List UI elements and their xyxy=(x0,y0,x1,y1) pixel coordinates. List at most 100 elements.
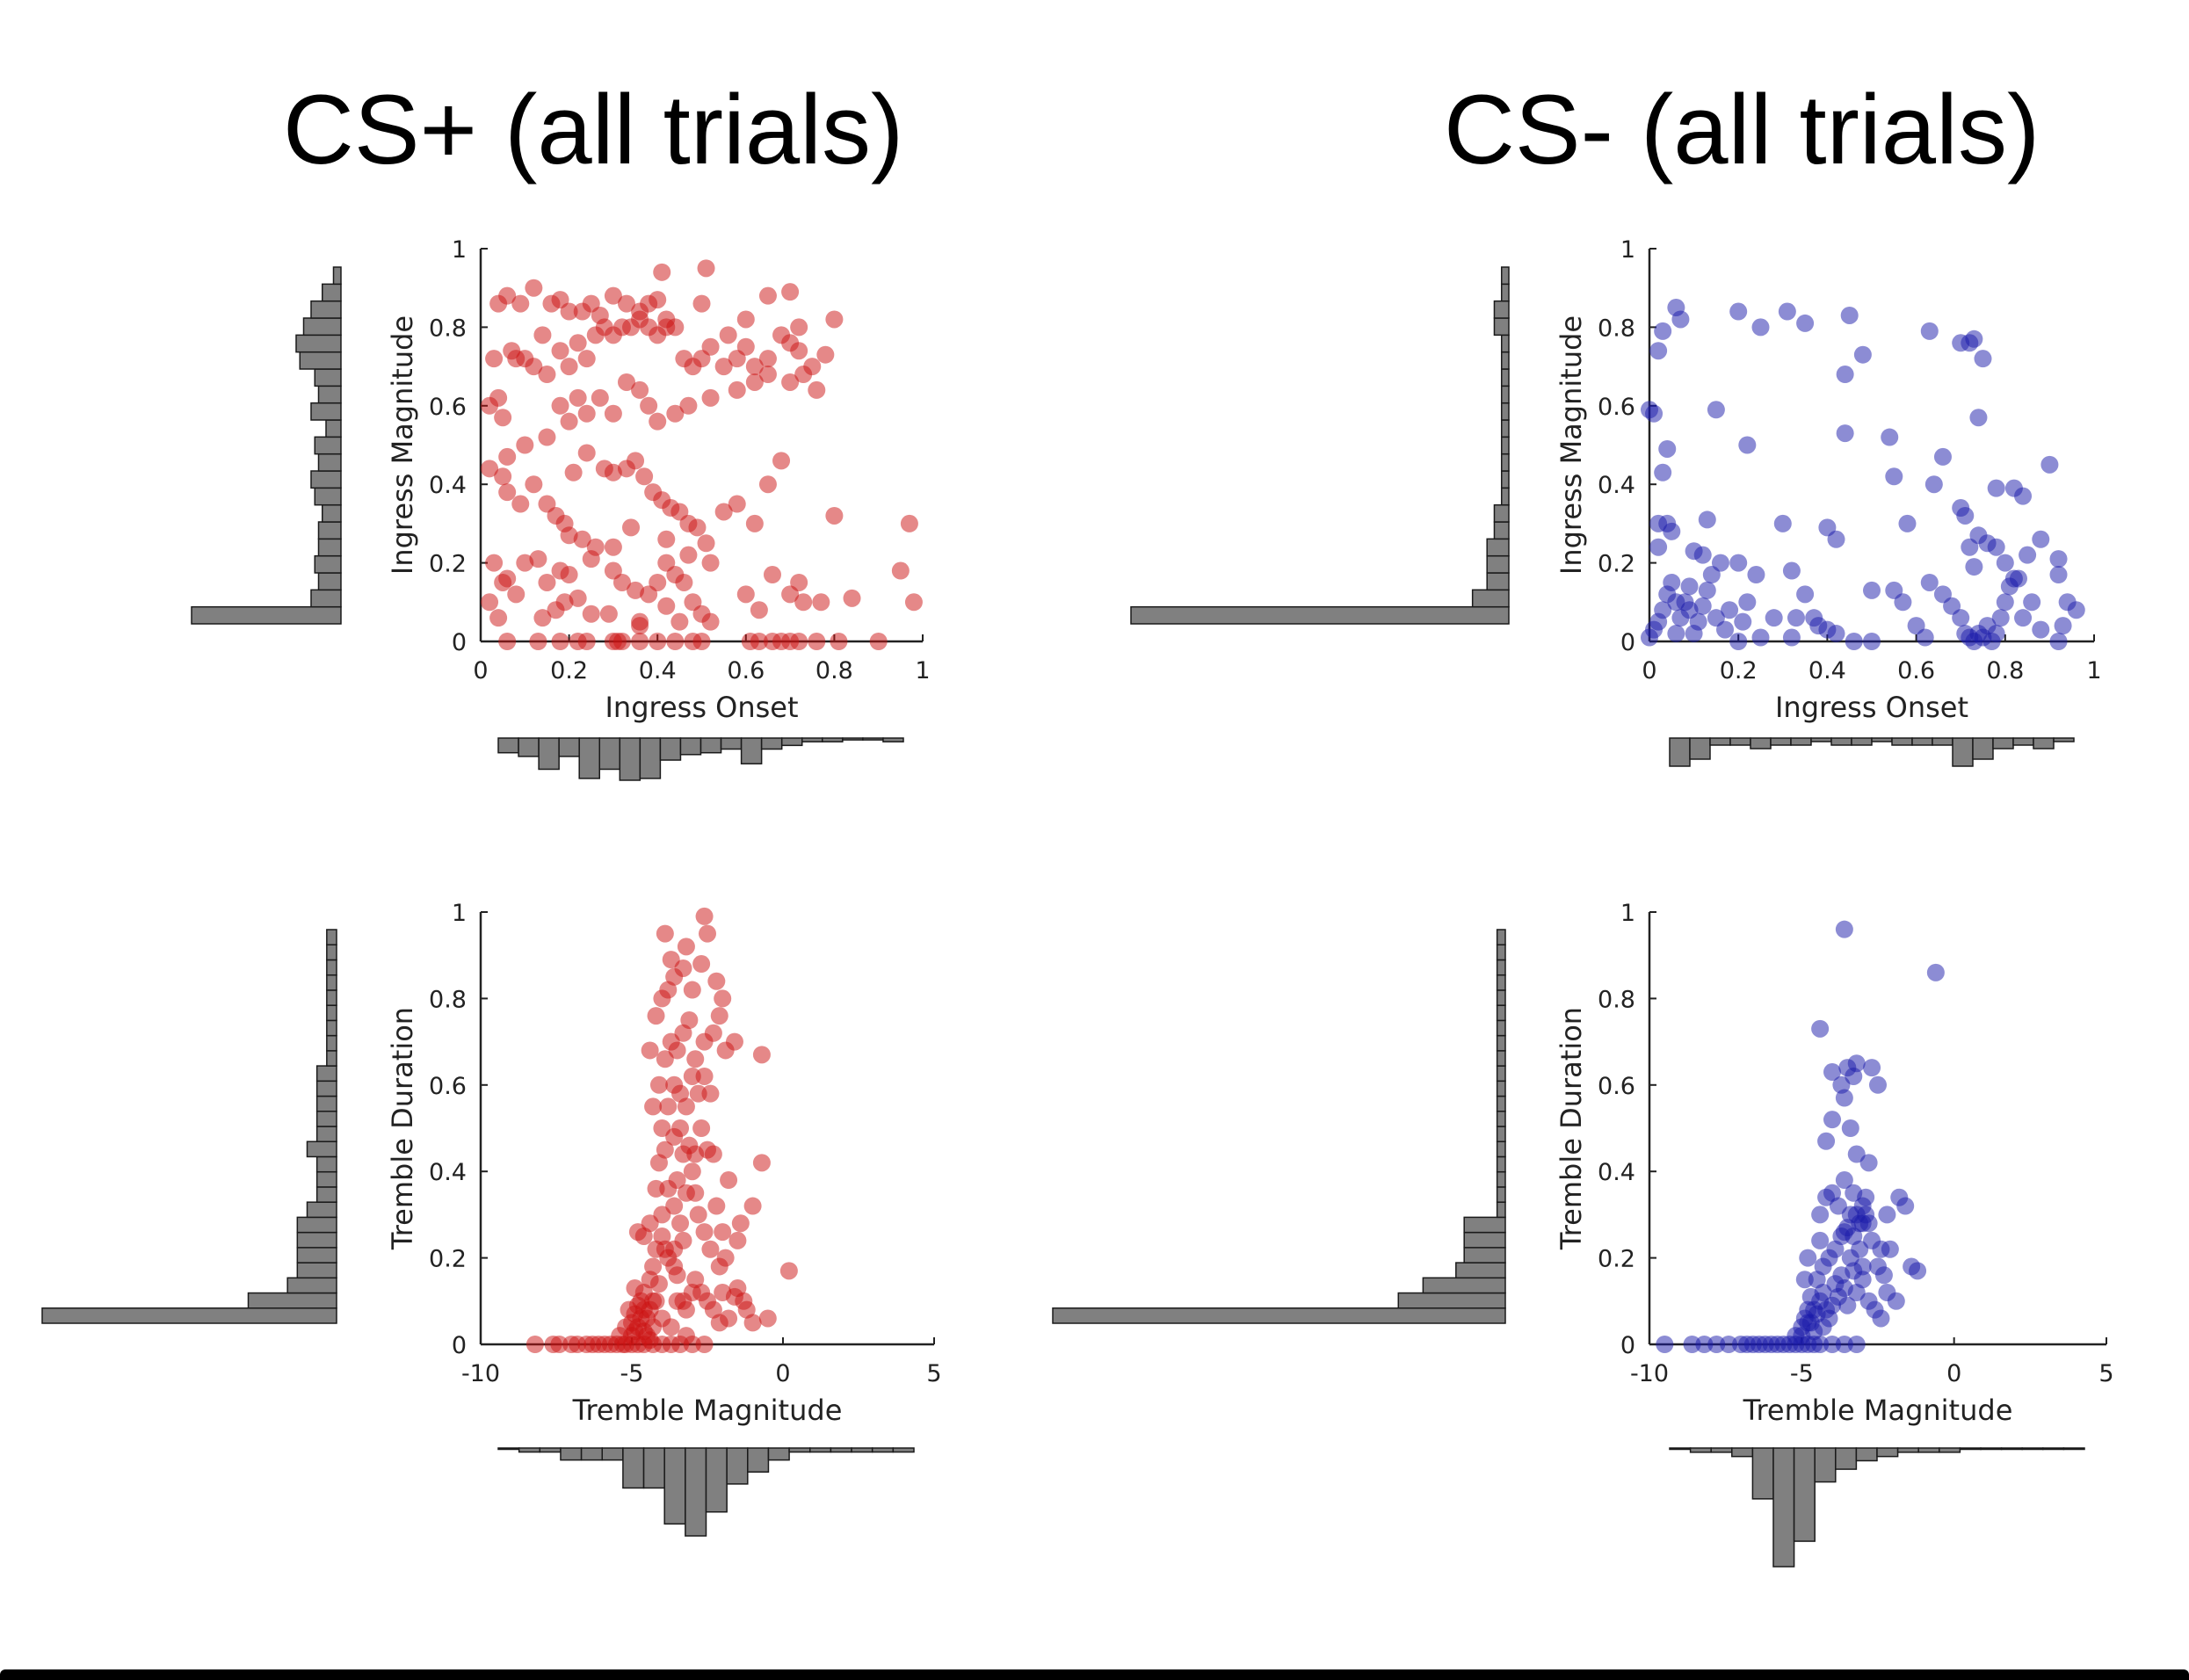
data-point xyxy=(657,530,676,548)
histogram-bar xyxy=(315,1111,337,1127)
data-point xyxy=(516,554,534,572)
data-point xyxy=(573,530,591,548)
histogram-bar xyxy=(1830,737,1852,746)
data-point xyxy=(1851,1240,1869,1258)
data-point xyxy=(904,593,923,612)
histogram-bar xyxy=(699,737,722,754)
histogram-bar xyxy=(740,737,763,764)
data-point xyxy=(628,1223,647,1242)
y-tick-label: 0.8 xyxy=(1598,986,1635,1013)
data-point xyxy=(1729,302,1748,321)
data-point xyxy=(900,514,918,532)
histogram-bar xyxy=(663,1447,686,1525)
data-point xyxy=(657,597,676,615)
data-point xyxy=(683,1067,701,1085)
histogram-bar xyxy=(1917,1447,1940,1453)
data-point xyxy=(1667,625,1685,643)
data-point xyxy=(1693,546,1712,564)
histogram-bar xyxy=(1496,1141,1506,1158)
y-marginal-histogram xyxy=(41,929,337,1324)
histogram-bar xyxy=(326,944,337,961)
data-point xyxy=(1698,511,1716,529)
data-point xyxy=(577,444,596,462)
histogram-bar xyxy=(1669,1447,1692,1451)
histogram-bar xyxy=(1496,1004,1506,1022)
x-tick-label: 0.2 xyxy=(1720,657,1758,684)
data-point xyxy=(790,318,808,337)
data-point xyxy=(808,380,826,399)
x-tick-label: 0.2 xyxy=(550,657,588,684)
histogram-bar xyxy=(780,737,803,747)
histogram-bar xyxy=(1729,737,1751,746)
x-tick-label: 0.4 xyxy=(639,657,677,684)
chart-csplus-tremble: -10 -5 0 5 0 0.2 0.4 0.6 0.8 1 Tremble Magnitude Tr… xyxy=(41,900,942,1537)
x-axis-label: Tremble Magnitude xyxy=(572,1394,843,1427)
data-point xyxy=(569,334,587,352)
histogram-bar xyxy=(286,1277,337,1294)
data-point xyxy=(481,593,499,612)
histogram-bar xyxy=(296,1247,337,1264)
histogram-bar xyxy=(1855,1447,1878,1462)
data-point xyxy=(1872,1240,1890,1258)
histogram-bar xyxy=(659,737,682,761)
data-point xyxy=(1645,404,1663,423)
data-point xyxy=(1778,302,1796,321)
histogram-bar xyxy=(302,317,342,337)
data-point xyxy=(731,1214,750,1233)
data-point xyxy=(653,1206,671,1224)
data-point xyxy=(481,460,499,478)
chart-csminus-tremble: -10 -5 0 5 0 0.2 0.4 0.6 0.8 1 Tremble Magnitude Tr… xyxy=(1052,900,2114,1568)
data-point xyxy=(686,1050,705,1068)
data-point xyxy=(668,1266,686,1285)
data-point xyxy=(1765,609,1783,627)
data-point xyxy=(1853,345,1872,364)
x-tick-label: 0.8 xyxy=(1986,657,2024,684)
histogram-bar xyxy=(497,1447,520,1451)
data-point xyxy=(498,569,517,588)
data-point xyxy=(2014,609,2033,627)
data-point xyxy=(689,1206,707,1224)
x-tick-label: 1 xyxy=(2086,657,2101,684)
histogram-bar xyxy=(851,1447,873,1453)
histogram-bar xyxy=(326,1019,337,1037)
histogram-bar xyxy=(306,1141,337,1158)
histogram-bar xyxy=(2021,1447,2044,1451)
x-tick-label: 1 xyxy=(915,657,930,684)
y-tick-label: 0.2 xyxy=(429,551,467,578)
data-point xyxy=(736,585,755,604)
data-point xyxy=(2019,546,2037,564)
data-point xyxy=(728,1231,747,1249)
histogram-bar xyxy=(580,1447,603,1461)
data-point xyxy=(677,1097,695,1116)
data-point xyxy=(1965,329,1983,348)
histogram-bar xyxy=(679,737,702,756)
data-point xyxy=(758,286,777,305)
data-point xyxy=(1835,1171,1853,1190)
data-point xyxy=(620,1300,638,1319)
data-point xyxy=(1987,479,2005,497)
data-point xyxy=(719,326,737,344)
data-point xyxy=(1654,463,1672,482)
histogram-bar xyxy=(1471,589,1510,608)
histogram-bar xyxy=(1972,737,1994,760)
data-point xyxy=(1965,558,1983,576)
data-point xyxy=(1841,1119,1859,1137)
data-point xyxy=(560,358,578,376)
histogram-bar xyxy=(882,737,904,742)
data-point xyxy=(1649,514,1668,532)
histogram-bar xyxy=(1493,503,1510,523)
data-point xyxy=(668,1171,686,1190)
data-point xyxy=(701,1084,720,1103)
histogram-bar xyxy=(642,1447,665,1489)
data-point xyxy=(551,633,569,650)
y-axis-label: Ingress Magnitude xyxy=(386,315,419,575)
data-point xyxy=(1926,963,1945,981)
data-point xyxy=(772,452,791,470)
data-point xyxy=(560,526,578,545)
data-point xyxy=(671,1214,690,1233)
data-point xyxy=(2054,617,2072,635)
data-point xyxy=(498,633,517,650)
histogram-bar xyxy=(1689,1447,1712,1453)
data-point xyxy=(707,1197,726,1215)
data-point xyxy=(683,1162,701,1181)
